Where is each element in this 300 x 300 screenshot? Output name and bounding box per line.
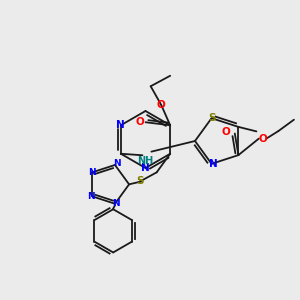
Text: O: O <box>259 134 267 144</box>
Text: N: N <box>116 120 125 130</box>
Text: N: N <box>87 192 94 201</box>
Text: S: S <box>208 112 215 123</box>
Text: S: S <box>136 176 144 186</box>
Text: N: N <box>113 159 120 168</box>
Text: N: N <box>141 163 150 173</box>
Text: N: N <box>209 159 218 169</box>
Text: O: O <box>221 127 230 137</box>
Text: O: O <box>157 100 166 110</box>
Text: N: N <box>112 199 119 208</box>
Text: O: O <box>136 117 145 127</box>
Text: N: N <box>88 168 96 177</box>
Text: NH: NH <box>137 156 153 166</box>
